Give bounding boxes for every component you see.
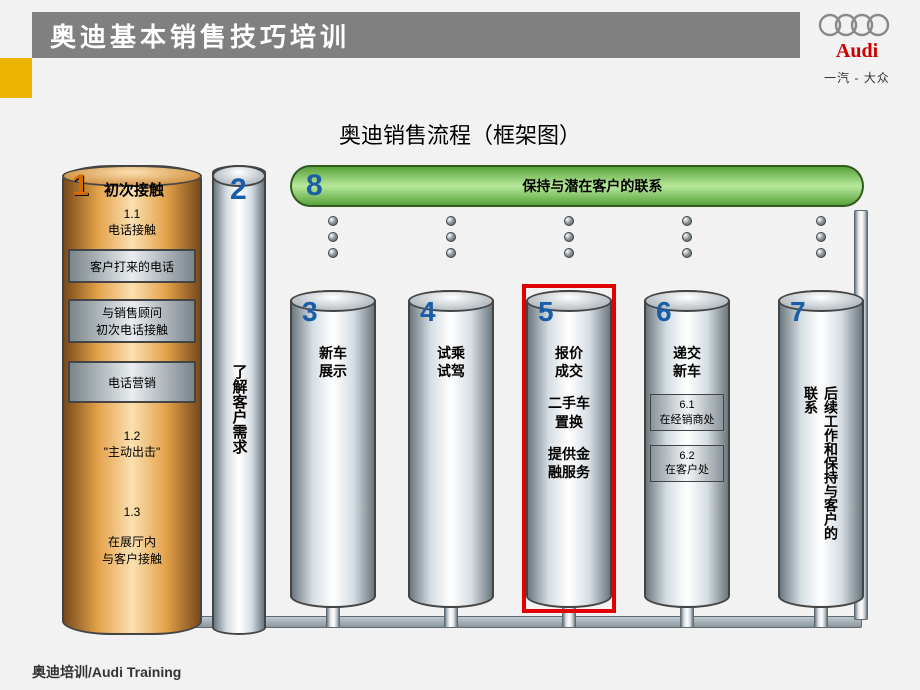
stage-number: 1 (72, 169, 89, 203)
stage-1-sub2: 1.2 "主动出击" (68, 429, 196, 460)
stage-5-pillar: 5 报价 成交 二手车 置换 提供金 融服务 (526, 290, 612, 608)
stage-7-pillar: 7 后续工作和保持与客户的联系 (778, 290, 864, 608)
stage-5-line3: 提供金 融服务 (548, 445, 590, 481)
base-connector (184, 616, 862, 628)
stage-number: 6 (656, 296, 672, 328)
stage-number: 8 (306, 169, 323, 203)
stage-number: 3 (302, 296, 318, 328)
stage-8-label: 保持与潜在客户的联系 (323, 176, 862, 196)
stage-1-box2: 与销售顾问 初次电话接触 (68, 299, 196, 343)
stage-2-pillar: 2 了解客户需求 (212, 165, 266, 635)
process-diagram: 1 初次接触 1.1 电话接触 客户打来的电话 与销售顾问 初次电话接触 电话营… (62, 160, 872, 650)
stage-1-sub3: 1.3 在展厅内 与客户接触 (68, 491, 196, 567)
stage-6-box2: 6.2 在客户处 (650, 445, 724, 482)
audi-rings-icon (814, 12, 900, 40)
connector-dots (328, 216, 338, 258)
stage-1-box3: 电话营销 (68, 361, 196, 403)
stage-1-pillar: 1 初次接触 1.1 电话接触 客户打来的电话 与销售顾问 初次电话接触 电话营… (62, 165, 202, 635)
logo-brand-text: Audi (814, 40, 900, 63)
stage-7-label: 后续工作和保持与客户的联系 (801, 386, 841, 543)
connector-dots (564, 216, 574, 258)
chart-title: 奥迪销售流程（框架图） (0, 118, 920, 150)
slide-title: 奥迪基本销售技巧培训 (50, 17, 350, 54)
stage-6-label: 递交 新车 (673, 344, 701, 380)
stage-6-pillar: 6 递交 新车 6.1 在经销商处 6.2 在客户处 (644, 290, 730, 608)
stage-6-box1: 6.1 在经销商处 (650, 394, 724, 431)
stage-number: 2 (230, 173, 247, 207)
stage-1-box1: 客户打来的电话 (68, 249, 196, 283)
stage-number: 7 (790, 296, 806, 328)
connector-dots (682, 216, 692, 258)
stage-3-pillar: 3 新车 展示 (290, 290, 376, 608)
stage-2-label: 了解客户需求 (229, 364, 250, 454)
connector-dots (816, 216, 826, 258)
stage-8-banner: 8 保持与潜在客户的联系 (290, 165, 864, 207)
stage-number: 5 (538, 296, 554, 328)
logo-area: Audi 一汽 - 大众 (814, 12, 900, 86)
stage-1-sub1: 1.1 电话接触 (68, 207, 196, 238)
connector-dots (446, 216, 456, 258)
stage-3-label: 新车 展示 (319, 344, 347, 380)
stage-1-title: 初次接触 (104, 179, 164, 200)
accent-yellow-block (0, 58, 32, 98)
stage-4-label: 试乘 试驾 (437, 344, 465, 380)
stage-5-line2: 二手车 置换 (548, 394, 590, 430)
stage-4-pillar: 4 试乘 试驾 (408, 290, 494, 608)
stage-number: 4 (420, 296, 436, 328)
logo-tagline: 一汽 - 大众 (814, 69, 900, 86)
footer-text: 奥迪培训/Audi Training (32, 662, 181, 682)
stage-5-line1: 报价 成交 (555, 344, 583, 380)
header-bar: 奥迪基本销售技巧培训 (32, 12, 800, 58)
